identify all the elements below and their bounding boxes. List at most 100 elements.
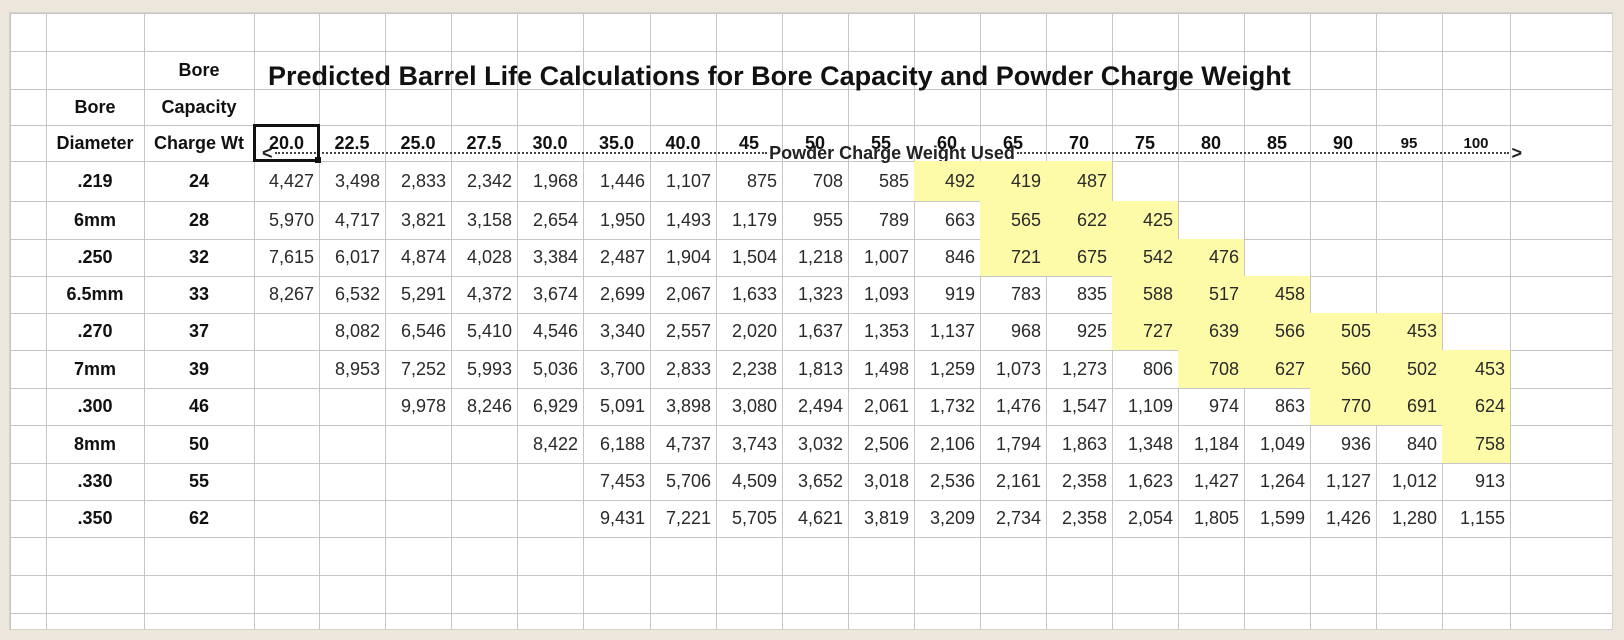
barrel-life-cell-highlighted[interactable]: 560 — [1310, 350, 1376, 388]
barrel-life-cell[interactable]: 1,599 — [1259, 508, 1305, 528]
bore-diameter-cell[interactable]: .350 — [77, 508, 113, 528]
barrel-life-cell[interactable]: 1,264 — [1259, 471, 1305, 491]
barrel-life-cell[interactable]: 5,993 — [466, 358, 512, 379]
barrel-life-cell[interactable]: 7,453 — [599, 471, 645, 491]
barrel-life-cell-highlighted[interactable]: 624 — [1442, 388, 1510, 425]
barrel-life-cell[interactable]: 2,020 — [731, 321, 777, 341]
charge-header[interactable]: 27.5 — [466, 132, 502, 153]
barrel-life-cell[interactable]: 1,805 — [1193, 508, 1239, 528]
charge-header[interactable]: 90 — [1332, 132, 1354, 153]
barrel-life-cell[interactable]: 1,012 — [1391, 471, 1437, 491]
barrel-life-cell[interactable]: 2,494 — [797, 396, 843, 416]
barrel-life-cell[interactable]: 4,372 — [466, 284, 512, 304]
barrel-life-cell[interactable]: 925 — [1076, 321, 1107, 341]
bore-diameter-cell[interactable]: 6.5mm — [66, 284, 124, 304]
barrel-life-cell[interactable]: 3,080 — [731, 396, 777, 416]
bore-capacity-cell[interactable]: 28 — [188, 209, 210, 230]
barrel-life-cell[interactable]: 936 — [1340, 433, 1371, 454]
barrel-life-cell[interactable]: 2,106 — [929, 433, 975, 454]
barrel-life-cell[interactable] — [1442, 313, 1510, 350]
barrel-life-cell[interactable]: 1,109 — [1127, 396, 1173, 416]
barrel-life-cell[interactable]: 1,427 — [1193, 471, 1239, 491]
barrel-life-cell[interactable]: 7,615 — [268, 247, 314, 267]
barrel-life-cell[interactable]: 1,184 — [1193, 433, 1239, 454]
barrel-life-cell[interactable]: 1,218 — [797, 247, 843, 267]
barrel-life-cell-highlighted[interactable]: 770 — [1310, 388, 1376, 425]
charge-header[interactable]: 35.0 — [598, 132, 635, 153]
charge-header[interactable]: 30.0 — [532, 132, 568, 153]
barrel-life-cell[interactable]: 2,734 — [995, 508, 1041, 528]
charge-header[interactable]: 65 — [1002, 132, 1024, 153]
barrel-life-cell[interactable]: 3,821 — [400, 209, 446, 230]
barrel-life-cell[interactable]: 3,340 — [599, 321, 645, 341]
barrel-life-cell[interactable]: 1,904 — [665, 247, 711, 267]
barrel-life-cell[interactable]: 1,137 — [929, 321, 975, 341]
barrel-life-cell[interactable]: 1,446 — [599, 170, 645, 191]
barrel-life-cell[interactable] — [254, 500, 319, 537]
barrel-life-cell[interactable]: 2,833 — [400, 170, 446, 191]
barrel-life-cell[interactable]: 2,067 — [665, 284, 711, 304]
bore-capacity-cell[interactable]: 55 — [188, 471, 210, 491]
barrel-life-cell[interactable]: 783 — [1010, 284, 1041, 304]
barrel-life-cell-highlighted[interactable]: 566 — [1244, 313, 1310, 350]
barrel-life-cell-highlighted[interactable]: 542 — [1112, 239, 1178, 276]
barrel-life-cell[interactable] — [1178, 201, 1244, 239]
barrel-life-cell-highlighted[interactable]: 487 — [1046, 161, 1112, 201]
barrel-life-cell[interactable] — [385, 463, 451, 500]
barrel-life-cell[interactable]: 2,654 — [532, 209, 578, 230]
barrel-life-cell[interactable]: 1,179 — [731, 209, 777, 230]
barrel-life-cell[interactable]: 1,353 — [863, 321, 909, 341]
barrel-life-cell[interactable] — [254, 463, 319, 500]
barrel-life-cell[interactable]: 1,073 — [995, 358, 1041, 379]
barrel-life-cell[interactable]: 1,950 — [599, 209, 645, 230]
barrel-life-cell[interactable]: 1,280 — [1391, 508, 1437, 528]
barrel-life-cell[interactable] — [517, 500, 583, 537]
barrel-life-cell-highlighted[interactable]: 708 — [1178, 350, 1244, 388]
barrel-life-cell[interactable] — [517, 463, 583, 500]
barrel-life-cell[interactable] — [254, 388, 319, 425]
barrel-life-cell[interactable]: 4,028 — [466, 247, 512, 267]
barrel-life-cell[interactable]: 5,970 — [268, 209, 314, 230]
barrel-life-cell[interactable]: 1,732 — [929, 396, 975, 416]
barrel-life-cell[interactable] — [1244, 201, 1310, 239]
header-charge-wt[interactable]: Charge Wt — [154, 132, 244, 153]
charge-header[interactable]: 75 — [1134, 132, 1156, 153]
charge-header[interactable]: 45 — [738, 132, 760, 153]
barrel-life-cell[interactable]: 2,506 — [863, 433, 909, 454]
barrel-life-cell[interactable] — [385, 500, 451, 537]
barrel-life-cell[interactable]: 3,743 — [731, 433, 777, 454]
barrel-life-cell[interactable] — [319, 500, 385, 537]
barrel-life-cell[interactable] — [1178, 161, 1244, 201]
charge-header[interactable]: 50 — [804, 132, 826, 153]
barrel-life-cell[interactable]: 955 — [812, 209, 843, 230]
barrel-life-cell[interactable]: 1,273 — [1061, 358, 1107, 379]
barrel-life-cell[interactable]: 3,018 — [863, 471, 909, 491]
barrel-life-cell-highlighted[interactable]: 502 — [1376, 350, 1442, 388]
bore-diameter-cell[interactable]: .300 — [77, 396, 113, 416]
header-bore-cap[interactable]: Bore — [178, 59, 220, 80]
barrel-life-cell[interactable]: 1,633 — [731, 284, 777, 304]
barrel-life-cell[interactable]: 6,532 — [334, 284, 380, 304]
charge-header[interactable]: 60 — [936, 132, 958, 153]
barrel-life-cell[interactable]: 1,863 — [1061, 433, 1107, 454]
barrel-life-cell[interactable] — [451, 500, 517, 537]
barrel-life-cell[interactable]: 1,637 — [797, 321, 843, 341]
barrel-life-cell-highlighted[interactable]: 453 — [1376, 313, 1442, 350]
barrel-life-cell-highlighted[interactable]: 419 — [980, 161, 1046, 201]
barrel-life-cell[interactable] — [319, 425, 385, 463]
barrel-life-cell[interactable]: 1,498 — [863, 358, 909, 379]
barrel-life-cell[interactable]: 8,246 — [466, 396, 512, 416]
barrel-life-cell[interactable]: 2,833 — [665, 358, 711, 379]
barrel-life-cell[interactable]: 4,546 — [532, 321, 578, 341]
barrel-life-cell-highlighted[interactable]: 425 — [1112, 201, 1178, 239]
barrel-life-cell[interactable]: 663 — [944, 209, 975, 230]
barrel-life-cell[interactable]: 7,221 — [665, 508, 711, 528]
bore-diameter-cell[interactable]: 7mm — [73, 358, 117, 379]
barrel-life-cell[interactable] — [254, 425, 319, 463]
barrel-life-cell-highlighted[interactable]: 721 — [980, 239, 1046, 276]
barrel-life-cell[interactable]: 2,487 — [599, 247, 645, 267]
barrel-life-cell[interactable]: 6,929 — [532, 396, 578, 416]
charge-header[interactable]: 100 — [1463, 134, 1489, 152]
header-bore[interactable]: Bore — [74, 96, 116, 117]
bore-capacity-cell[interactable]: 33 — [188, 284, 210, 304]
